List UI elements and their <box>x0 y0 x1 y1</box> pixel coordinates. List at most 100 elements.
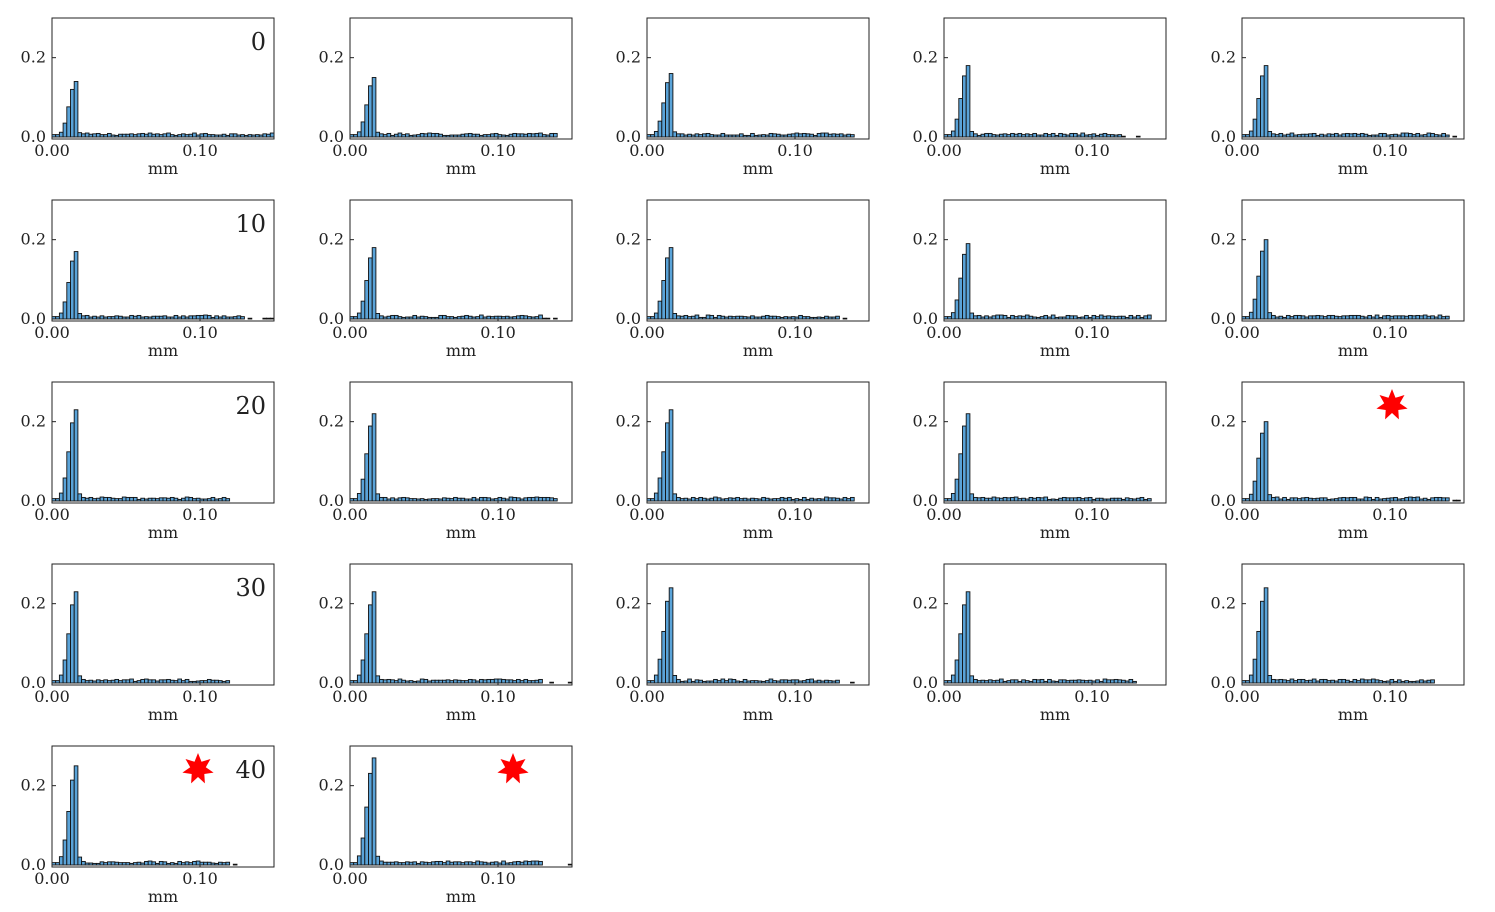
histogram-bar <box>386 861 392 866</box>
plot-frame <box>349 745 573 868</box>
histogram-bar <box>1308 497 1313 502</box>
histogram-bar <box>1013 133 1019 138</box>
histogram-bar <box>110 316 116 320</box>
histogram-bar <box>661 102 666 138</box>
histogram-bar <box>1337 134 1343 138</box>
histogram-bar <box>1010 314 1015 320</box>
histogram-bar <box>1322 678 1328 684</box>
histogram-bar <box>479 134 484 138</box>
histogram-bar <box>1415 680 1421 684</box>
histogram-bar <box>980 496 986 502</box>
histogram-bar <box>1132 316 1137 320</box>
histogram-bar <box>816 316 822 320</box>
panel-number-label: 10 <box>235 210 266 238</box>
histogram-bar <box>1013 679 1019 684</box>
histogram-bar <box>1308 315 1313 320</box>
x-axis-label: mm <box>1040 523 1070 542</box>
histogram-bar <box>1274 679 1280 684</box>
histogram-bar <box>750 132 755 138</box>
histogram-bar <box>125 862 131 866</box>
histogram-bar <box>99 134 105 138</box>
histogram-bar <box>1043 496 1049 502</box>
histogram-bar <box>449 680 455 684</box>
histogram-bar <box>538 678 543 684</box>
histogram-bar <box>218 680 223 684</box>
histogram-bar <box>151 133 157 138</box>
histogram-bar <box>530 860 536 866</box>
histogram-bar <box>479 314 484 320</box>
histogram-bar <box>523 860 529 866</box>
histogram-bar <box>192 315 197 320</box>
histogram-bar <box>203 680 208 684</box>
histogram-bar <box>991 315 997 320</box>
y-tick-label: 0.2 <box>319 48 344 67</box>
histogram-bar <box>501 134 506 138</box>
histogram-bar <box>787 133 792 138</box>
histogram-bar <box>534 679 540 684</box>
x-tick-label: 0.10 <box>1372 505 1408 524</box>
histogram-bar <box>453 496 458 502</box>
histogram-bar <box>950 130 956 138</box>
plot-frame <box>349 563 573 686</box>
histogram-bar <box>390 314 395 320</box>
histogram-bar <box>661 451 666 502</box>
histogram-bar <box>1293 314 1298 320</box>
histogram-bar <box>482 861 488 866</box>
histogram-bar <box>1371 498 1376 502</box>
histogram-bar <box>177 316 182 320</box>
histogram-bar <box>727 315 733 320</box>
histogram-bar <box>1341 496 1347 502</box>
histogram-bar <box>1289 497 1295 502</box>
histogram-bar <box>1371 134 1376 138</box>
histogram-bar <box>364 633 369 684</box>
histogram-bar <box>151 679 157 684</box>
histogram-bar <box>1363 133 1369 138</box>
histogram-bar <box>475 316 480 320</box>
y-tick-label: 0.2 <box>616 412 641 431</box>
histogram-bar <box>668 409 674 502</box>
histogram-bar <box>497 315 503 320</box>
histogram-bar <box>1024 680 1030 684</box>
histogram-bar <box>192 498 197 502</box>
histogram-bar <box>724 498 729 502</box>
histogram-bar <box>665 257 670 320</box>
histogram-bar <box>1073 679 1078 684</box>
histogram-bar <box>393 680 399 684</box>
plot-frame <box>1241 17 1465 140</box>
y-tick-label: 0.0 <box>1211 127 1236 146</box>
histogram-bar <box>467 315 473 320</box>
histogram-bar <box>1039 497 1045 502</box>
histogram-bar <box>999 678 1004 684</box>
histogram-bar <box>727 497 733 502</box>
histogram-bar <box>1293 680 1298 684</box>
histogram-bar <box>753 316 759 320</box>
histogram-bar <box>221 496 227 502</box>
histogram-bar <box>393 861 399 866</box>
histogram-bar <box>783 134 789 138</box>
histogram-bar <box>397 497 403 502</box>
histogram-bar <box>1382 680 1387 684</box>
histogram-bar <box>508 316 514 320</box>
histogram-bar <box>1087 134 1093 138</box>
histogram-bar <box>976 680 982 684</box>
histogram-bar <box>1271 678 1276 684</box>
histogram-bar <box>442 134 447 138</box>
histogram-bar <box>203 314 208 320</box>
histogram-bar <box>538 860 543 866</box>
histogram-bar <box>1359 498 1365 502</box>
histogram-bar <box>1017 680 1023 684</box>
histogram-bar <box>356 855 362 866</box>
histogram-bar <box>1315 314 1321 320</box>
histogram-bar <box>650 134 655 138</box>
histogram-bar <box>70 604 75 684</box>
histogram-bar <box>184 678 190 684</box>
histogram-bar <box>371 77 377 138</box>
histogram-bar <box>835 679 840 684</box>
histogram-bar <box>434 132 440 138</box>
histogram-bar <box>1363 679 1369 684</box>
histogram-bar <box>705 132 711 138</box>
x-tick-label: 0.10 <box>480 687 516 706</box>
histogram-bar <box>1098 497 1104 502</box>
histogram-bar <box>999 497 1004 502</box>
histogram-bar <box>214 498 219 502</box>
